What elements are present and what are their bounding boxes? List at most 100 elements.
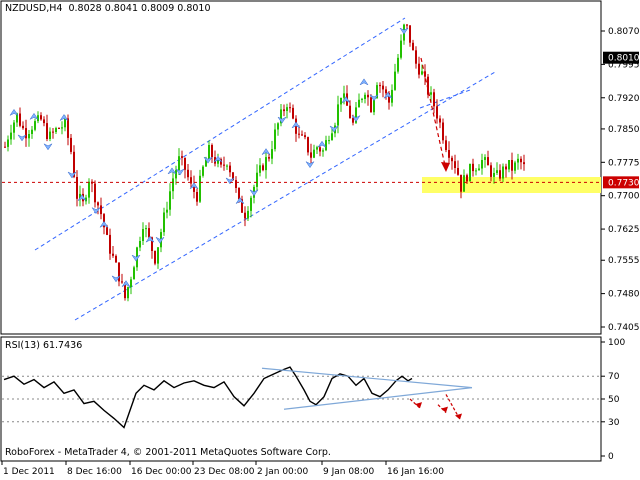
candle-body	[154, 251, 156, 264]
candle-body	[43, 119, 45, 124]
candle-body	[325, 140, 327, 151]
candle-body	[310, 152, 312, 158]
triangle-upper-line	[261, 367, 473, 389]
candle-body	[496, 170, 498, 173]
candle-body	[319, 147, 321, 152]
candle-body	[373, 98, 375, 113]
candle-body	[376, 85, 378, 98]
time-tick-label: 9 Jan 08:00	[323, 467, 375, 477]
candle-body	[283, 109, 285, 112]
candle-body	[481, 160, 483, 169]
candle-body	[184, 158, 186, 170]
time-tick-label: 16 Dec 00:00	[131, 467, 192, 477]
time-axis: 1 Dec 2011 8 Dec 16:00 16 Dec 00:00 23 Dec …	[1, 461, 444, 477]
candle-body	[463, 175, 465, 192]
candle-body	[286, 107, 288, 111]
candle-body	[259, 165, 261, 173]
candle-body	[292, 107, 294, 119]
candle-body	[61, 127, 63, 129]
candle-body	[451, 157, 453, 162]
candle-body	[25, 128, 27, 139]
candle-body	[22, 125, 24, 129]
candle-body	[247, 210, 249, 219]
rsi-tick-label: 30	[608, 418, 620, 428]
candle-body	[139, 241, 141, 248]
fractal-arrow-icon	[121, 280, 131, 288]
price-tick-label: 0.7700	[608, 192, 640, 202]
current-price-box	[603, 51, 639, 64]
candle-body	[301, 134, 303, 136]
candle-body	[385, 89, 387, 94]
level-price-box	[603, 176, 639, 189]
candle-body	[7, 139, 9, 147]
candle-body	[37, 115, 39, 122]
candle-body	[277, 123, 279, 130]
candle-body	[88, 181, 90, 198]
rsi-tick-label: 50	[608, 395, 620, 405]
candle-body	[400, 40, 402, 58]
candle-body	[313, 149, 315, 158]
fractal-arrow-icon	[383, 91, 393, 99]
candle-body	[265, 157, 267, 171]
rsi-tick-label: 70	[608, 372, 620, 382]
candle-body	[280, 109, 282, 124]
ohlc-values: 0.8028 0.8041 0.8009 0.8010	[68, 3, 211, 14]
fractal-arrow-icon	[67, 171, 77, 179]
candle-body	[433, 92, 435, 107]
candle-body	[58, 128, 60, 129]
candle-body	[511, 160, 513, 171]
candle-body	[202, 166, 204, 176]
price-tick-label: 0.7555	[608, 256, 640, 266]
candle-body	[349, 105, 351, 119]
candle-body	[271, 149, 273, 159]
candle-body	[127, 287, 129, 299]
symbol-label: NZDUSD,H4	[5, 3, 63, 14]
candle-body	[517, 158, 519, 163]
candle-body	[358, 99, 360, 108]
rsi-series	[3, 366, 413, 429]
price-tick-label: 0.7480	[608, 290, 640, 300]
price-axis: 0.8070 0.7995 0.7920 0.7850 0.7775 0.7700 0.76…	[601, 27, 640, 333]
forecast-arrowhead-icon	[441, 162, 450, 172]
price-tick-label: 0.7920	[608, 94, 640, 104]
candle-body	[103, 214, 105, 228]
rsi-title: RSI(13) 61.7436	[5, 340, 83, 351]
rsi-tick-label: 100	[608, 338, 625, 348]
fractal-arrow-icon	[77, 194, 87, 202]
price-panel-frame	[0, 0, 602, 335]
candle-body	[328, 140, 330, 142]
candle-body	[484, 157, 486, 160]
candle-body	[166, 209, 168, 213]
candle-body	[445, 140, 447, 150]
candle-body	[505, 166, 507, 170]
candle-body	[322, 150, 324, 152]
candle-body	[199, 175, 201, 202]
candle-body	[289, 107, 291, 109]
fractal-arrow-icon	[167, 167, 177, 175]
candle-body	[457, 168, 459, 175]
candle-body	[100, 205, 102, 215]
candle-body	[307, 137, 309, 153]
candle-body	[361, 98, 363, 100]
candle-body	[187, 169, 189, 178]
candle-body	[340, 97, 342, 105]
rsi-annotations	[261, 367, 473, 420]
rsi-tick-label: 0	[608, 452, 614, 462]
candle-body	[436, 106, 438, 119]
rsi-arrowhead-icon	[415, 402, 422, 409]
candle-body	[469, 163, 471, 182]
candle-body	[115, 255, 117, 263]
candle-body	[409, 25, 411, 43]
candle-body	[40, 115, 42, 120]
fractal-arrow-icon	[277, 116, 287, 124]
candle-body	[466, 175, 468, 182]
candle-body	[208, 145, 210, 160]
candle-body	[67, 118, 69, 138]
candle-body	[256, 172, 258, 187]
time-tick-label: 1 Dec 2011	[3, 467, 55, 477]
candle-body	[52, 131, 54, 133]
fractal-arrow-icon	[29, 112, 39, 121]
fractal-arrow-icon	[249, 189, 259, 197]
fractal-arrow-icon	[175, 168, 185, 176]
candle-body	[427, 76, 429, 95]
